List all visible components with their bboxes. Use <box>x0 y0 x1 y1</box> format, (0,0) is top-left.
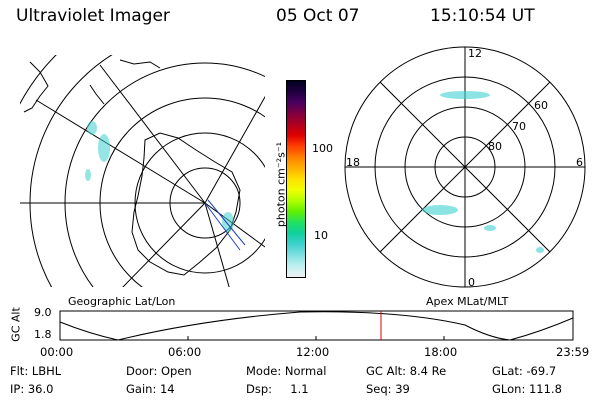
filter-info: Flt: LBHL <box>10 364 62 378</box>
x-tick-2359: 23:59 <box>556 345 590 359</box>
time-label: 15:10:54 UT <box>430 6 535 26</box>
gc-alt-info: GC Alt: 8.4 Re <box>366 364 447 378</box>
x-tick-0000: 00:00 <box>40 345 74 359</box>
x-tick-1200: 12:00 <box>296 345 330 359</box>
mlt-label-12: 12 <box>468 47 482 60</box>
geographic-label-text: Geographic Lat/Lon <box>68 295 176 308</box>
glat-info: GLat: -69.7 <box>492 364 557 378</box>
colorbar-tick-100: 100 <box>312 142 333 155</box>
date-label: 05 Oct 07 <box>276 6 360 26</box>
seq-info: Seq: 39 <box>366 382 410 396</box>
x-tick-0600: 06:00 <box>168 345 202 359</box>
mlt-label-6: 6 <box>576 156 583 169</box>
lat-label-70: 70 <box>512 120 526 133</box>
ip-info: IP: 36.0 <box>10 382 54 396</box>
gain-info: Gain: 14 <box>126 382 175 396</box>
lat-label-80: 80 <box>488 140 502 153</box>
gc-alt-ymax: 9.0 <box>34 306 52 319</box>
x-tick-1800: 18:00 <box>424 345 458 359</box>
dsp-info: Dsp: 1.1 <box>246 382 309 396</box>
mlt-label-18: 18 <box>346 156 360 169</box>
mlt-label-0: 0 <box>468 276 475 289</box>
gc-alt-ymin: 1.8 <box>34 328 52 341</box>
lat-label-60: 60 <box>534 99 548 112</box>
mode-info: Mode: Normal <box>246 364 327 378</box>
colorbar-tick-10: 10 <box>314 229 328 242</box>
apex-label: Apex MLat/MLT <box>426 295 509 308</box>
page-title: Ultraviolet Imager <box>16 6 170 26</box>
glon-info: GLon: 111.8 <box>492 382 562 396</box>
colorbar <box>286 80 306 278</box>
door-info: Door: Open <box>126 364 192 378</box>
